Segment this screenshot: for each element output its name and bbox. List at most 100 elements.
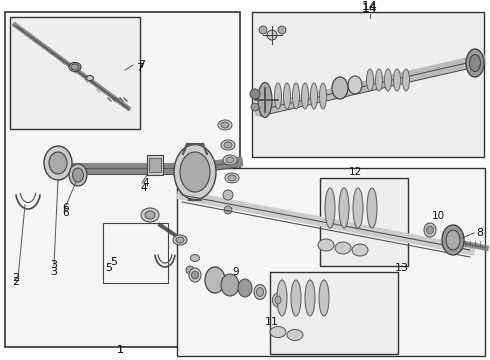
- Ellipse shape: [301, 83, 309, 109]
- Ellipse shape: [218, 120, 232, 130]
- Ellipse shape: [221, 274, 239, 296]
- Ellipse shape: [270, 327, 286, 338]
- Ellipse shape: [442, 225, 464, 255]
- Text: 2: 2: [12, 273, 19, 283]
- Ellipse shape: [402, 69, 410, 91]
- Ellipse shape: [73, 168, 83, 182]
- Ellipse shape: [189, 268, 201, 282]
- Ellipse shape: [221, 122, 229, 128]
- Circle shape: [259, 26, 267, 34]
- Ellipse shape: [173, 235, 187, 245]
- Circle shape: [251, 103, 259, 111]
- Ellipse shape: [446, 230, 460, 250]
- Ellipse shape: [267, 30, 277, 40]
- Ellipse shape: [293, 83, 299, 109]
- Ellipse shape: [225, 173, 239, 183]
- Bar: [320, 178, 408, 266]
- Text: 14: 14: [362, 0, 378, 13]
- Text: 9: 9: [232, 267, 239, 277]
- Ellipse shape: [393, 69, 400, 91]
- Bar: [10, 17, 140, 129]
- Ellipse shape: [71, 64, 79, 70]
- Ellipse shape: [311, 83, 318, 109]
- Bar: [252, 12, 484, 157]
- Ellipse shape: [318, 239, 334, 251]
- Ellipse shape: [258, 82, 272, 117]
- Text: 1: 1: [117, 345, 123, 355]
- Text: 1: 1: [117, 345, 123, 355]
- Ellipse shape: [223, 155, 237, 165]
- Ellipse shape: [205, 267, 225, 293]
- Text: 11: 11: [265, 317, 279, 327]
- Bar: [147, 155, 163, 175]
- Ellipse shape: [348, 76, 362, 94]
- Text: 6: 6: [62, 203, 69, 213]
- Bar: [5, 12, 240, 347]
- Ellipse shape: [145, 211, 155, 219]
- Text: 3: 3: [50, 260, 57, 270]
- Ellipse shape: [180, 152, 210, 192]
- Circle shape: [223, 190, 233, 200]
- Text: 7: 7: [138, 60, 145, 70]
- Ellipse shape: [367, 188, 377, 228]
- Circle shape: [224, 206, 232, 214]
- Ellipse shape: [291, 280, 301, 316]
- Ellipse shape: [426, 226, 434, 234]
- Text: 4: 4: [142, 178, 148, 188]
- Ellipse shape: [221, 140, 235, 150]
- Ellipse shape: [284, 83, 291, 109]
- Ellipse shape: [424, 223, 436, 237]
- Ellipse shape: [275, 296, 281, 304]
- Ellipse shape: [49, 152, 67, 174]
- Text: 8: 8: [476, 228, 483, 238]
- Text: 6: 6: [62, 208, 69, 218]
- Circle shape: [278, 26, 286, 34]
- Ellipse shape: [367, 69, 373, 91]
- Ellipse shape: [305, 280, 315, 316]
- Ellipse shape: [332, 77, 348, 99]
- Ellipse shape: [44, 146, 72, 180]
- Text: 3: 3: [50, 267, 57, 277]
- Ellipse shape: [254, 284, 266, 300]
- Text: 5: 5: [110, 257, 117, 267]
- Ellipse shape: [272, 293, 284, 307]
- Ellipse shape: [69, 164, 87, 186]
- Ellipse shape: [385, 69, 392, 91]
- Ellipse shape: [352, 244, 368, 256]
- Ellipse shape: [69, 63, 81, 72]
- Ellipse shape: [466, 49, 484, 77]
- Bar: [103, 223, 168, 283]
- Ellipse shape: [375, 69, 383, 91]
- Ellipse shape: [174, 144, 216, 199]
- Ellipse shape: [224, 142, 232, 148]
- Ellipse shape: [277, 280, 287, 316]
- Ellipse shape: [319, 83, 326, 109]
- Ellipse shape: [228, 175, 236, 181]
- Text: 12: 12: [348, 167, 362, 177]
- Ellipse shape: [339, 188, 349, 228]
- Ellipse shape: [319, 280, 329, 316]
- Text: 7: 7: [136, 63, 143, 73]
- Ellipse shape: [274, 83, 281, 109]
- Circle shape: [250, 89, 260, 99]
- Ellipse shape: [141, 208, 159, 222]
- Text: 13: 13: [395, 263, 409, 273]
- Ellipse shape: [335, 242, 351, 254]
- Ellipse shape: [192, 271, 198, 279]
- Bar: [177, 168, 485, 356]
- Ellipse shape: [226, 157, 234, 163]
- Text: 2: 2: [12, 277, 19, 287]
- Ellipse shape: [325, 188, 335, 228]
- Text: 14: 14: [362, 1, 378, 14]
- Ellipse shape: [469, 54, 481, 72]
- Text: 10: 10: [432, 211, 445, 221]
- Ellipse shape: [238, 279, 252, 297]
- Text: 5: 5: [105, 263, 112, 273]
- Bar: [149, 158, 161, 172]
- Text: 4: 4: [140, 183, 147, 193]
- Ellipse shape: [256, 288, 264, 297]
- Ellipse shape: [353, 188, 363, 228]
- Bar: [270, 272, 398, 354]
- Ellipse shape: [87, 76, 94, 81]
- Ellipse shape: [176, 237, 184, 243]
